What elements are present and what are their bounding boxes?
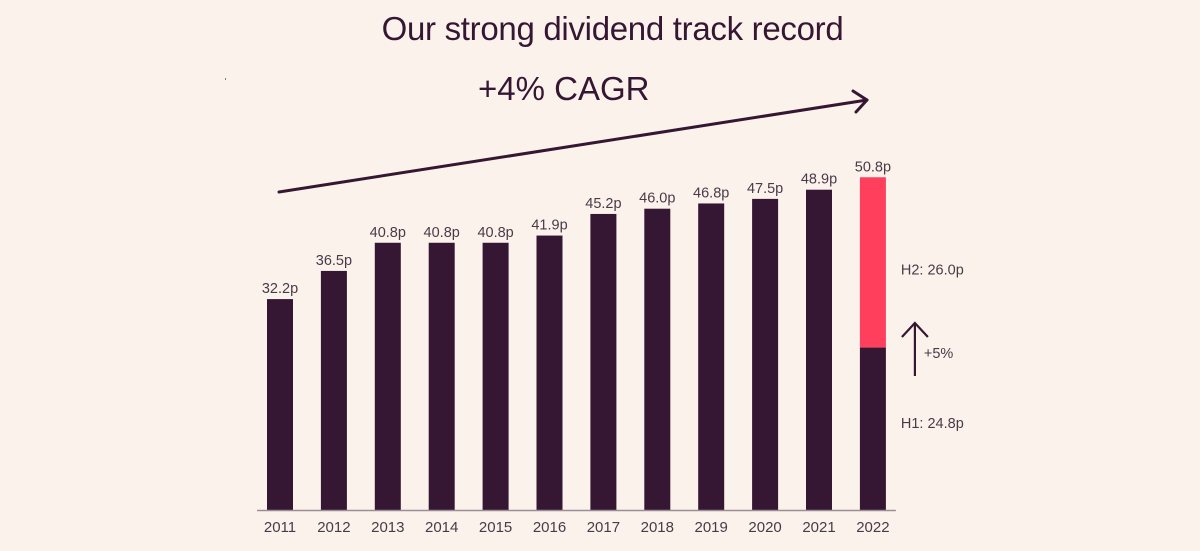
x-tick-2021: 2021 <box>802 519 835 536</box>
value-label-2016: 41.9p <box>531 218 567 234</box>
bar-segment-h2 <box>859 177 886 348</box>
bar-2011 <box>267 299 293 510</box>
value-label-2022: 50.8p <box>855 159 891 175</box>
bar-2012 <box>320 270 347 510</box>
value-label-2012: 36.5p <box>316 253 352 269</box>
value-label-2015: 40.8p <box>477 225 513 241</box>
value-label-2014: 40.8p <box>424 225 460 241</box>
bar-2014 <box>428 242 455 510</box>
x-tick-2011: 2011 <box>264 519 296 536</box>
growth-arrow-icon <box>901 321 929 376</box>
x-tick-2016: 2016 <box>533 519 566 536</box>
value-label-2018: 46.0p <box>639 191 675 207</box>
h1-label: H1: 24.8p <box>901 416 964 432</box>
bar-2016 <box>536 235 563 510</box>
bar-2017 <box>590 213 617 510</box>
x-tick-2017: 2017 <box>587 519 620 536</box>
h2-label: H2: 26.0p <box>901 262 964 278</box>
x-tick-2014: 2014 <box>425 519 458 536</box>
value-label-2021: 48.9p <box>801 172 837 188</box>
value-label-2017: 45.2p <box>585 196 621 212</box>
x-tick-2022: 2022 <box>856 519 889 536</box>
x-tick-2013: 2013 <box>371 519 404 536</box>
value-label-2013: 40.8p <box>370 225 406 241</box>
cagr-annotation: +4% CAGR <box>478 70 650 107</box>
bar-2013 <box>374 242 401 510</box>
x-tick-2018: 2018 <box>641 519 674 536</box>
bar-2021 <box>806 189 832 510</box>
x-tick-2019: 2019 <box>695 519 728 536</box>
chart-title: Our strong dividend track record <box>381 10 844 47</box>
growth-label: +5% <box>924 346 954 362</box>
value-label-2011: 32.2p <box>262 281 298 297</box>
bar-2015 <box>482 242 509 510</box>
stray-mark <box>225 78 226 80</box>
bar-2019 <box>698 203 725 510</box>
trend-arrow-icon <box>277 89 869 194</box>
x-tick-2020: 2020 <box>748 519 781 536</box>
bar-segment-h1 <box>859 347 886 510</box>
bar-2020 <box>752 198 779 510</box>
x-tick-2015: 2015 <box>479 519 512 536</box>
x-tick-2012: 2012 <box>317 519 350 536</box>
value-label-2020: 47.5p <box>747 181 783 197</box>
value-label-2019: 46.8p <box>693 185 729 201</box>
bar-2018 <box>644 208 671 510</box>
